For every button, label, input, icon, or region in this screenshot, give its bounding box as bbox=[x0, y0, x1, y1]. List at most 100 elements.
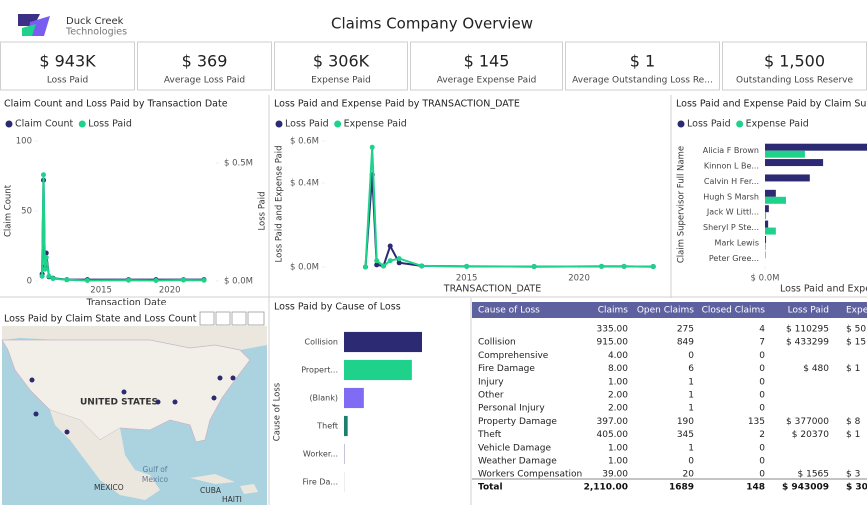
table-cell: $ 50 bbox=[846, 325, 866, 335]
land-canada bbox=[2, 326, 267, 350]
y-tick-label: $ 0.0M bbox=[290, 263, 319, 273]
bar bbox=[765, 189, 776, 197]
table-cell: $ 433299 bbox=[786, 338, 829, 348]
page-title: Claims Company Overview bbox=[331, 15, 533, 33]
map-label: Gulf of bbox=[143, 465, 168, 474]
x-tick-label: $ 0.0M bbox=[751, 274, 780, 284]
panel-borders bbox=[0, 95, 867, 505]
bar bbox=[765, 159, 824, 167]
map-title: Loss Paid by Claim State and Loss Count bbox=[4, 314, 197, 325]
category-label: (Blank) bbox=[309, 394, 338, 403]
kpi-value: $ 145 bbox=[464, 52, 510, 71]
series-point bbox=[380, 263, 386, 269]
table-cell: 0 bbox=[759, 364, 765, 374]
table-cell: 39.00 bbox=[602, 470, 628, 480]
bar bbox=[765, 227, 776, 235]
series-point bbox=[64, 277, 70, 283]
total-cell: 1689 bbox=[669, 483, 694, 493]
x-axis-label: TRANSACTION_DATE bbox=[443, 284, 541, 295]
series-point bbox=[84, 278, 90, 284]
series-point bbox=[50, 276, 56, 282]
table-cell: 20 bbox=[683, 470, 695, 480]
table-cell: 1.00 bbox=[608, 457, 628, 467]
category-label: Alicia F Brown bbox=[703, 146, 759, 155]
table-cell: Property Damage bbox=[478, 417, 557, 427]
y2-tick-label: $ 0.5M bbox=[224, 158, 253, 168]
brand-name: Duck Creek bbox=[66, 16, 124, 27]
visual-toolbar[interactable] bbox=[199, 311, 265, 326]
category-label: Mark Lewis bbox=[715, 238, 759, 247]
chart-title: Loss Paid and Expense Paid by Claim Supe… bbox=[676, 99, 867, 110]
table-cell: $ 15 bbox=[846, 338, 866, 348]
bar bbox=[765, 143, 867, 151]
series-point bbox=[42, 266, 48, 272]
y2-axis-label: Loss Paid bbox=[258, 191, 268, 230]
series-point bbox=[374, 258, 380, 264]
total-cell: $ 306 bbox=[846, 483, 867, 493]
kpi-label: Expense Paid bbox=[311, 76, 371, 86]
table-cell: 0 bbox=[759, 377, 765, 387]
series-point bbox=[180, 277, 186, 283]
table-cell: $ 20370 bbox=[792, 430, 829, 440]
y-tick-label: 0 bbox=[27, 277, 32, 287]
table-cell: $ 3 bbox=[846, 470, 860, 480]
category-label: Worker... bbox=[303, 450, 338, 459]
panel: Loss Paid and Expense Paid by TRANSACTIO… bbox=[274, 99, 656, 295]
y-tick-label: $ 0.6M bbox=[290, 137, 319, 147]
y-axis-label: Claim Supervisor Full Name bbox=[677, 146, 687, 263]
land-cuba bbox=[190, 474, 235, 484]
bar bbox=[344, 387, 364, 409]
x-tick-label: 2020 bbox=[159, 286, 181, 296]
table-cell: Workers Compensation bbox=[478, 470, 582, 480]
map-panel: UNITED STATES Gulf of Mexico MEXICO CUBA… bbox=[1, 326, 267, 505]
land-hispaniola bbox=[240, 484, 258, 494]
kpi-row: $ 943K Loss Paid $ 369 Average Loss Paid $ 3… bbox=[0, 41, 867, 91]
column-header: Claims bbox=[598, 306, 629, 316]
series-point bbox=[387, 258, 393, 264]
table-cell: 915.00 bbox=[597, 338, 629, 348]
category-label: Peter Gree... bbox=[709, 254, 759, 263]
panel: Loss Paid by Cause of Loss Collision Prope… bbox=[273, 302, 422, 493]
table-cell: 4.00 bbox=[608, 351, 628, 361]
panel: Claim Count and Loss Paid by Transaction… bbox=[4, 99, 268, 306]
bar bbox=[765, 242, 766, 250]
table-cell: Vehicle Damage bbox=[478, 443, 551, 453]
table-cell: 1.00 bbox=[608, 377, 628, 387]
series-point bbox=[43, 254, 49, 260]
bar bbox=[765, 235, 767, 243]
category-label: Sheryl P Ste... bbox=[703, 223, 759, 232]
category-label: Collision bbox=[304, 338, 338, 347]
total-cell: $ 943009 bbox=[782, 483, 829, 493]
y-axis-label: Claim Count bbox=[4, 184, 14, 237]
table-cell: 345 bbox=[677, 430, 694, 440]
table-cell: 0 bbox=[759, 404, 765, 414]
table-cell: $ 377000 bbox=[786, 417, 829, 427]
y-tick-label: $ 0.4M bbox=[290, 179, 319, 189]
table-cell: Collision bbox=[478, 338, 516, 348]
kpi-card bbox=[722, 41, 867, 91]
legend-label: Claim Count bbox=[15, 119, 73, 130]
brand-sub: Technologies bbox=[65, 27, 127, 38]
category-label: Calvin H Fer... bbox=[704, 177, 759, 186]
legend-label: Expense Paid bbox=[746, 119, 809, 130]
table-cell: 1 bbox=[688, 443, 694, 453]
chart-title: Loss Paid and Expense Paid by TRANSACTIO… bbox=[274, 99, 520, 110]
legend-label: Expense Paid bbox=[344, 119, 407, 130]
table-cell: $ 480 bbox=[803, 364, 829, 374]
table-cell: $ 1 bbox=[846, 364, 860, 374]
kpi-value: $ 306K bbox=[313, 52, 370, 71]
land-mexico bbox=[50, 410, 160, 500]
x-axis-label: Loss Paid and Expense Paid bbox=[780, 284, 867, 295]
table-cell: 1.00 bbox=[608, 443, 628, 453]
series-point bbox=[396, 260, 402, 266]
table-cell: 0 bbox=[759, 391, 765, 401]
table-cell: 0 bbox=[759, 470, 765, 480]
series-point bbox=[39, 273, 45, 279]
series-point bbox=[374, 262, 380, 268]
series-point bbox=[531, 264, 537, 270]
series-line bbox=[41, 173, 205, 282]
map-label: CUBA bbox=[200, 486, 222, 495]
table-cell: $ 1 bbox=[846, 430, 860, 440]
table-cell: 275 bbox=[677, 325, 694, 335]
